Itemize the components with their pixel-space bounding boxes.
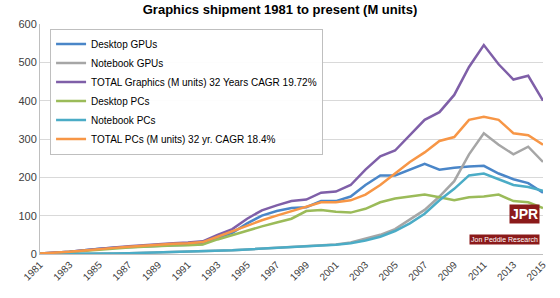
svg-text:2009: 2009 bbox=[436, 259, 460, 283]
svg-text:600: 600 bbox=[18, 18, 36, 30]
svg-text:2015: 2015 bbox=[524, 259, 548, 283]
svg-text:100: 100 bbox=[18, 210, 36, 222]
svg-text:2007: 2007 bbox=[406, 259, 430, 283]
svg-text:Graphics shipment 1981 to pres: Graphics shipment 1981 to present (M uni… bbox=[143, 2, 418, 17]
svg-text:Desktop PCs: Desktop PCs bbox=[91, 96, 149, 107]
svg-text:1989: 1989 bbox=[140, 259, 164, 283]
svg-text:2003: 2003 bbox=[347, 259, 371, 283]
svg-text:Desktop GPUs: Desktop GPUs bbox=[91, 39, 157, 50]
svg-text:Notebook GPUs: Notebook GPUs bbox=[91, 58, 163, 69]
svg-text:0: 0 bbox=[31, 248, 37, 260]
svg-text:TOTAL PCs (M units) 32 yr. CAG: TOTAL PCs (M units) 32 yr. CAGR 18.4% bbox=[91, 134, 275, 145]
svg-text:500: 500 bbox=[18, 56, 36, 68]
svg-text:Jon Peddie Research: Jon Peddie Research bbox=[471, 236, 538, 243]
svg-text:TOTAL Graphics (M units) 32 Ye: TOTAL Graphics (M units) 32 Years CAGR 1… bbox=[91, 77, 317, 88]
svg-text:2001: 2001 bbox=[317, 259, 341, 283]
svg-text:1993: 1993 bbox=[199, 259, 223, 283]
svg-text:JPR: JPR bbox=[511, 206, 538, 222]
svg-text:1983: 1983 bbox=[51, 259, 75, 283]
svg-text:2005: 2005 bbox=[376, 259, 400, 283]
svg-text:2013: 2013 bbox=[495, 259, 519, 283]
svg-text:Notebook PCs: Notebook PCs bbox=[91, 115, 155, 126]
svg-text:1981: 1981 bbox=[21, 259, 45, 283]
svg-text:1999: 1999 bbox=[288, 259, 312, 283]
svg-text:1997: 1997 bbox=[258, 259, 282, 283]
svg-text:400: 400 bbox=[18, 95, 36, 107]
svg-text:1995: 1995 bbox=[229, 259, 253, 283]
svg-text:300: 300 bbox=[18, 133, 36, 145]
svg-text:1985: 1985 bbox=[81, 259, 105, 283]
svg-text:200: 200 bbox=[18, 171, 36, 183]
svg-text:1987: 1987 bbox=[110, 259, 134, 283]
svg-text:2011: 2011 bbox=[466, 259, 489, 282]
svg-text:1991: 1991 bbox=[169, 259, 193, 283]
